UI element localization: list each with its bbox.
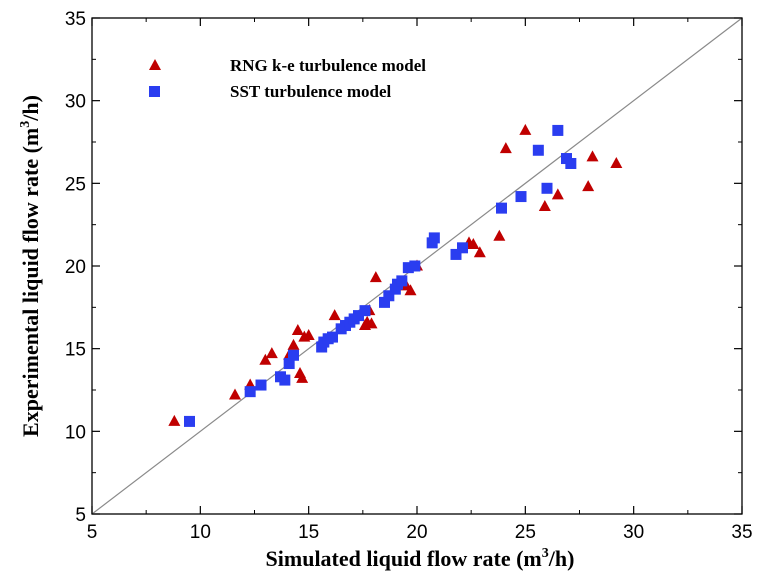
rng-data-point (168, 414, 181, 426)
rng-data-point (404, 284, 417, 296)
rng-data-point (265, 347, 278, 359)
rng-data-point (519, 123, 532, 135)
rng-data-point (302, 328, 315, 340)
y-axis-title: Experimental liquid flow rate (m3/h) (18, 95, 43, 437)
sst-data-point (244, 386, 256, 398)
sst-data-point (288, 349, 299, 361)
x-tick-label: 10 (190, 522, 211, 543)
sst-data-point (515, 191, 527, 203)
x-tick-label: 15 (298, 522, 319, 543)
sst-data-point (565, 157, 577, 169)
sst-data-point (409, 260, 421, 272)
rng-data-point (610, 156, 623, 168)
sst-data-point (184, 415, 195, 427)
rng-data-point (586, 150, 599, 162)
rng-data-point (467, 238, 480, 250)
rng-data-point (499, 142, 512, 154)
sst-data-point (450, 248, 462, 260)
triangle-icon (149, 59, 161, 70)
x-tick-label: 35 (731, 522, 752, 543)
sst-data-point (541, 182, 553, 194)
sst-data-point (353, 310, 364, 322)
rng-data-point (369, 271, 382, 283)
x-tick-label: 20 (406, 522, 427, 543)
y-tick-label: 35 (65, 9, 86, 30)
x-tick-label: 30 (623, 522, 644, 543)
y-tick-label: 5 (75, 505, 86, 526)
sst-data-point (402, 262, 414, 274)
sst-data-point (552, 124, 564, 136)
y-tick-label: 10 (65, 422, 86, 443)
rng-data-point (287, 338, 300, 350)
rng-data-point (328, 309, 341, 321)
rng-data-point (229, 388, 241, 400)
sst-data-point (496, 202, 507, 214)
sst-data-point (283, 358, 295, 370)
sst-data-point (428, 232, 440, 244)
y-tick-label: 20 (65, 257, 86, 278)
rng-data-point (291, 323, 304, 335)
legend: RNG k-e turbulence model SST turbulence … (149, 56, 426, 101)
y-tick-label: 15 (65, 340, 86, 361)
rng-data-point (473, 246, 486, 258)
rng-data-point (538, 199, 551, 211)
sst-data-point (532, 144, 544, 156)
y-tick-label: 30 (65, 92, 86, 113)
rng-data-point (493, 229, 506, 241)
legend-label-sst: SST turbulence model (230, 82, 391, 101)
y-tick-label: 25 (65, 174, 86, 195)
rng-data-point (365, 317, 378, 329)
legend-label-rng: RNG k-e turbulence model (230, 56, 426, 75)
sst-data-point (279, 374, 291, 386)
x-axis-title: Simulated liquid flow rate (m3/h) (266, 546, 575, 571)
sst-data-point (396, 275, 408, 287)
sst-data-point (457, 242, 468, 254)
rng-data-point (551, 188, 564, 200)
data-points (168, 123, 623, 427)
axis-ticks: 5 10 15 20 25 30 35 5 10 15 20 25 30 35 (65, 9, 753, 543)
sst-data-point (379, 296, 390, 308)
x-tick-label: 5 (87, 522, 98, 543)
rng-data-point (294, 366, 306, 378)
sst-data-point (255, 379, 267, 391)
x-tick-label: 25 (515, 522, 536, 543)
rng-data-point (582, 180, 595, 192)
sst-data-point (327, 331, 338, 343)
rng-data-point (259, 353, 272, 365)
square-icon (149, 86, 160, 97)
sst-data-point (383, 290, 395, 302)
sst-data-point (359, 305, 371, 317)
